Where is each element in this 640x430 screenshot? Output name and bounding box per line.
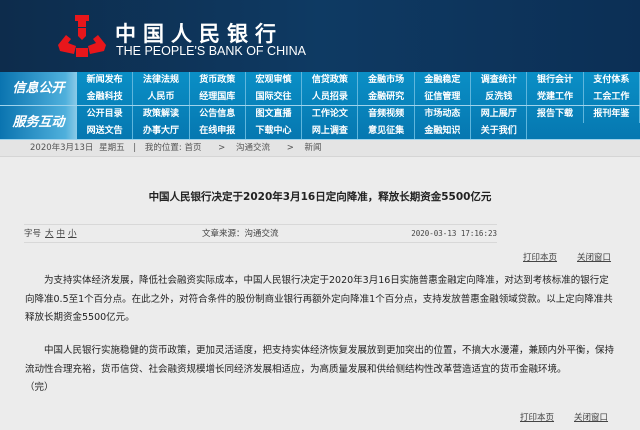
nav-item[interactable]: 意见征集 [358, 123, 415, 140]
site-header: 中国人民银行 THE PEOPLE'S BANK OF CHINA [0, 0, 640, 72]
nav-item[interactable]: 人员招录 [302, 89, 359, 106]
nav-item[interactable]: 网上调查 [302, 123, 359, 140]
nav-item[interactable]: 调查统计 [471, 72, 528, 89]
nav-item[interactable]: 办事大厅 [133, 123, 190, 140]
nav-item[interactable]: 反洗钱 [471, 89, 528, 106]
nav-item[interactable]: 金融知识 [415, 123, 472, 140]
nav-section-label: 服务互动 [0, 106, 77, 139]
nav-item[interactable]: 音频视频 [358, 106, 415, 123]
article-paragraph: 为支持实体经济发展，降低社会融资实际成本，中国人民银行决定于2020年3月16日… [25, 275, 613, 323]
nav-item[interactable]: 银行会计 [527, 72, 584, 89]
nav-item[interactable]: 关于我们 [471, 123, 528, 140]
print-page-link-bottom[interactable]: 打印本页 [520, 413, 555, 423]
close-window-link-bottom[interactable]: 关闭窗口 [574, 413, 609, 423]
print-page-link[interactable]: 打印本页 [523, 253, 558, 263]
divider [0, 105, 640, 106]
breadcrumb-arrow: > [286, 143, 294, 153]
article-source: 文章来源：沟通交流 [202, 229, 279, 239]
nav-row: 公开目录 政策解读 公告信息 图文直播 工作论文 音频视频 市场动态 网上展厅 报告下载 报刊年鉴 [77, 106, 640, 123]
breadcrumb-arrow: > [218, 143, 226, 153]
nav-section: 信息公开 新闻发布 法律法规 货币政策 宏观审慎 信贷政策 金融市场 金融稳定 调查统计 银行会计… [0, 72, 640, 106]
nav-item[interactable]: 金融科技 [77, 89, 134, 106]
nav-item[interactable]: 工会工作 [584, 89, 640, 106]
location-label: 我的位置: [144, 143, 182, 153]
nav-section-label: 信息公开 [0, 72, 77, 105]
nav-row: 新闻发布 法律法规 货币政策 宏观审慎 信贷政策 金融市场 金融稳定 调查统计 银行会计 支付体系 [77, 72, 640, 89]
font-size-control: 字号大中小 [24, 225, 80, 243]
separator: | [133, 143, 137, 153]
nav-item[interactable]: 网上展厅 [471, 106, 528, 123]
site-title-cn: 中国人民银行 [115, 21, 283, 46]
nav-item[interactable]: 金融市场 [358, 72, 415, 89]
nav-item[interactable]: 公告信息 [190, 106, 246, 123]
nav-item[interactable]: 信贷政策 [302, 72, 359, 89]
nav-item[interactable]: 金融研究 [358, 89, 415, 106]
font-size-label: 字号 [24, 229, 42, 239]
nav-item[interactable]: 人民币 [133, 89, 190, 106]
font-size-large[interactable]: 大 [45, 229, 54, 239]
article-timestamp: 2020-03-13 17:16:23 [411, 229, 497, 238]
nav-item[interactable]: 图文直播 [246, 106, 303, 123]
nav-item[interactable]: 新闻发布 [77, 72, 134, 89]
article-title: 中国人民银行决定于2020年3月16日定向降准，释放长期资金5500亿元 [148, 191, 492, 203]
nav-item[interactable]: 报告下载 [527, 106, 584, 123]
nav-item[interactable]: 支付体系 [584, 72, 640, 89]
nav-item[interactable]: 在线申报 [190, 123, 246, 140]
current-date: 2020年3月13日 [30, 143, 94, 153]
article-end-mark: （完） [25, 382, 54, 393]
breadcrumb-home[interactable]: 首页 [184, 143, 202, 153]
nav-item[interactable]: 下载中心 [246, 123, 303, 140]
nav-item[interactable]: 货币政策 [190, 72, 246, 89]
nav-item[interactable]: 政策解读 [133, 106, 190, 123]
article-meta: 字号大中小 文章来源：沟通交流 2020-03-13 17:16:23 [24, 224, 497, 243]
nav-item[interactable]: 党建工作 [527, 89, 584, 106]
font-size-small[interactable]: 小 [68, 229, 77, 239]
nav-row: 网送文告 办事大厅 在线申报 下载中心 网上调查 意见征集 金融知识 关于我们 [77, 123, 640, 140]
site-title-en: THE PEOPLE'S BANK OF CHINA [116, 44, 306, 58]
nav-item[interactable]: 经理国库 [190, 89, 246, 106]
article-paragraph: 中国人民银行实施稳健的货币政策，更加灵活适度，把支持实体经济恢复发展放到更加突出… [25, 345, 615, 375]
nav-item[interactable]: 国际交往 [246, 89, 303, 106]
breadcrumb-news[interactable]: 新闻 [304, 143, 322, 153]
pboc-logo-icon [58, 15, 106, 57]
nav-item[interactable]: 征信管理 [415, 89, 472, 106]
breadcrumb: 2020年3月13日 星期五 | 我的位置: 首页 > 沟通交流 > 新闻 [0, 140, 640, 157]
nav-item[interactable]: 工作论文 [302, 106, 359, 123]
nav-item[interactable]: 金融稳定 [415, 72, 472, 89]
nav-row: 金融科技 人民币 经理国库 国际交往 人员招录 金融研究 征信管理 反洗钱 党建工作 工会工作 [77, 89, 640, 106]
nav-item[interactable]: 公开目录 [77, 106, 134, 123]
nav-item[interactable]: 市场动态 [415, 106, 472, 123]
divider [0, 139, 640, 140]
main-nav: 信息公开 新闻发布 法律法规 货币政策 宏观审慎 信贷政策 金融市场 金融稳定 调查统计 银行会计… [0, 72, 640, 140]
breadcrumb-communication[interactable]: 沟通交流 [235, 143, 270, 153]
nav-section: 服务互动 公开目录 政策解读 公告信息 图文直播 工作论文 音频视频 市场动态 网上展厅 报告下载… [0, 106, 640, 140]
nav-item[interactable]: 宏观审慎 [246, 72, 303, 89]
nav-item[interactable]: 报刊年鉴 [584, 106, 640, 123]
nav-item[interactable]: 网送文告 [77, 123, 134, 140]
nav-item[interactable]: 法律法规 [133, 72, 190, 89]
font-size-medium[interactable]: 中 [56, 229, 66, 239]
weekday: 星期五 [99, 143, 125, 153]
close-window-link[interactable]: 关闭窗口 [577, 253, 612, 263]
